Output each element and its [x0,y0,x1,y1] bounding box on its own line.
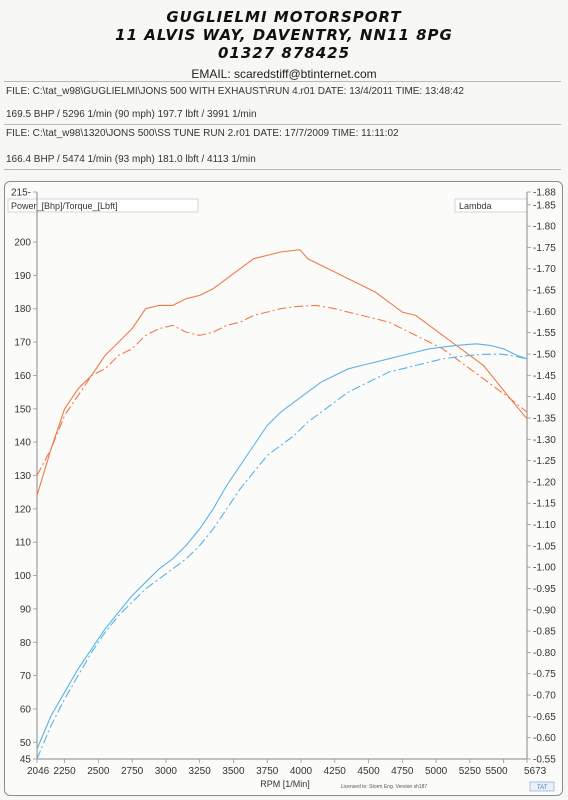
license-text: Licensed to: Storm Eng. Version sh187 [341,784,428,790]
y-right-tick-label: -1.88 [533,188,556,199]
run-file-2: FILE: C:\tat_w98\1320\JONS 500\SS TUNE R… [6,128,399,139]
y-right-tick-label: -1.55 [533,328,556,339]
x-tick-label: 3500 [222,766,245,777]
y-right-tick-label: -0.85 [533,627,556,638]
y-left-tick-label: 100 [14,571,31,582]
y-right-tick-label: -1.50 [533,350,556,361]
company-name: GUGLIELMI MOTORSPORT [166,8,402,26]
y-left-tick-label: 200 [14,238,31,249]
y-right-tick-label: -0.60 [533,733,556,744]
y-left-tick-label: 110 [15,538,31,549]
y-right-tick-label: -1.05 [533,541,556,552]
y-left-tick-label: 70 [20,671,32,682]
company-email: EMAIL: scaredstiff@btinternet.com [191,67,377,81]
y-left-tick-label: 45 [20,755,32,766]
y-right-tick-label: -1.65 [533,286,556,297]
y-right-tick-label: -1.35 [533,413,556,424]
y-left-tick-label: 150 [14,404,31,415]
y-right-tick-label: -0.95 [533,584,556,595]
y-left-tick-label: 130 [14,471,31,482]
y-right-tick-label: -1.20 [533,477,556,488]
tat-logo [529,781,555,792]
y-right-tick-label: -1.10 [533,520,556,531]
torque-curve-solid [36,249,528,496]
y-left-tick-label: 120 [14,504,31,515]
tat-logo-text: TAT [537,785,549,791]
x-tick-label: 2500 [87,766,110,777]
x-axis-label: RPM [1/Min] [260,779,310,789]
left-axis-label: Power_[Bhp]/Torque_[Lbft] [11,201,118,211]
x-tick-label: 5673 [524,766,547,777]
y-right-tick-label: -1.75 [533,243,556,254]
run-file-1: FILE: C:\tat_w98\GUGLIELMI\JONS 500 WITH… [6,86,464,97]
y-right-tick-label: -1.40 [533,392,556,403]
y-right-tick-label: -0.90 [533,605,556,616]
y-right-tick-label: -1.45 [533,371,556,382]
y-right-tick-label: -1.30 [533,435,556,446]
x-tick-label: 3000 [155,766,178,777]
y-right-tick-label: -0.80 [533,648,556,659]
x-tick-label: 5000 [425,766,448,777]
y-left-tick-label: 50 [20,738,32,749]
right-axis-label: Lambda [459,201,492,211]
power-curve-solid [36,343,528,750]
x-tick-label: 2750 [121,766,144,777]
x-tick-label: 4250 [324,766,347,777]
y-left-tick-label: 60 [20,704,32,715]
y-left-tick-label: 90 [20,604,32,615]
x-tick-label: 5500 [485,766,508,777]
power-curve-dashed [36,353,528,760]
y-right-tick-label: -1.60 [533,307,556,318]
x-tick-label: 4500 [357,766,380,777]
run-info-box-2 [4,124,561,170]
y-left-tick-label: 170 [14,338,31,349]
left-axis-label-box [7,198,199,213]
y-left-tick-label: 160 [14,371,31,382]
company-address: 11 ALVIS WAY, DAVENTRY, NN11 8PG [115,26,453,44]
y-left-tick-label: 180 [14,304,31,315]
chart-frame [4,181,563,796]
y-right-tick-label: -1.80 [533,222,556,233]
x-tick-label: 5250 [459,766,482,777]
company-phone: 01327 878425 [217,44,351,62]
run-summary-1: 169.5 BHP / 5296 1/min (90 mph) 197.7 lb… [6,109,257,120]
run-summary-2: 166.4 BHP / 5474 1/min (93 mph) 181.0 lb… [6,154,256,165]
y-right-tick-label: -0.75 [533,669,556,680]
y-right-tick-label: -1.00 [533,563,556,574]
x-tick-label: 4000 [290,766,313,777]
x-tick-label: 3250 [189,766,212,777]
x-tick-label: 2250 [53,766,76,777]
y-left-tick-label: 215- [11,188,31,199]
x-tick-label: 2046 [27,766,50,777]
y-right-tick-label: -0.55 [533,755,556,766]
y-right-tick-label: -1.25 [533,456,556,467]
y-right-tick-label: -1.85 [533,200,556,211]
y-right-tick-label: -1.15 [533,499,556,510]
torque-curve-dashed [36,304,528,476]
y-right-tick-label: -1.70 [533,264,556,275]
x-tick-label: 3750 [256,766,279,777]
y-left-tick-label: 80 [20,638,32,649]
y-right-tick-label: -0.70 [533,691,556,702]
y-left-tick-label: 190 [14,271,31,282]
y-left-tick-label: 140 [14,438,31,449]
y-right-tick-label: -0.65 [533,712,556,723]
x-tick-label: 4750 [391,766,414,777]
